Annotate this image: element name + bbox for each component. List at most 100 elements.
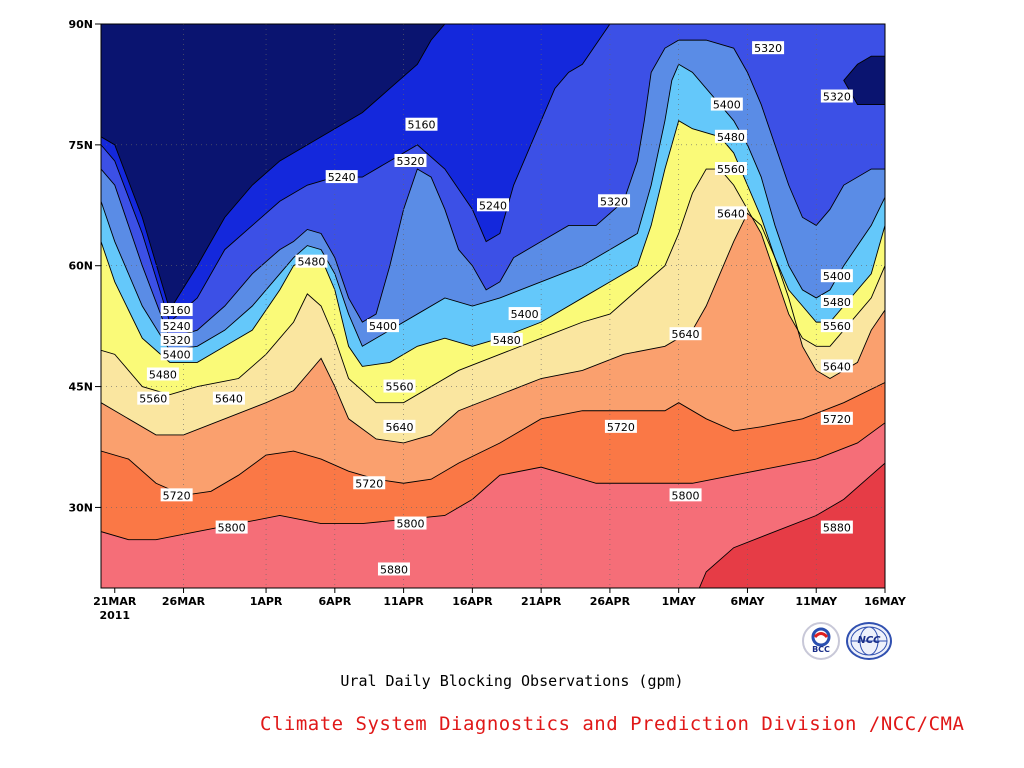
contour-line-5160: [843, 55, 885, 106]
credit-text: Climate System Diagnostics and Predictio…: [260, 713, 965, 735]
contour-label: 5800: [218, 522, 246, 535]
contour-label: 5800: [396, 518, 424, 531]
contour-label-bg: [714, 206, 747, 220]
x-tick-label: 11APR: [383, 595, 424, 608]
contour-label: 5400: [163, 348, 191, 361]
contour-label: 5320: [823, 91, 851, 104]
contour-label-bg: [714, 129, 747, 143]
contour-label: 5160: [407, 119, 435, 132]
contour-label-bg: [160, 332, 193, 346]
x-tick-label: 6MAY: [730, 595, 765, 608]
contour-label: 5320: [600, 195, 628, 208]
x-tick-label: 26MAR: [162, 595, 206, 608]
contour-label: 5640: [672, 328, 700, 341]
plot-frame: [100, 23, 886, 589]
contour-label: 5240: [328, 171, 356, 184]
contour-fills: [101, 24, 885, 588]
contour-label: 5640: [823, 360, 851, 373]
contour-label: 5720: [163, 489, 191, 502]
contour-label-bg: [508, 307, 541, 321]
contour-label: 5560: [823, 320, 851, 333]
bcc-logo: BCC: [802, 622, 840, 660]
contour-label: 5160: [163, 304, 191, 317]
contour-label-bg: [820, 89, 853, 103]
contour-label-bg: [394, 516, 427, 530]
contour-label: 5640: [717, 207, 745, 220]
x-tick-label: 26APR: [590, 595, 631, 608]
x-year-label: 2011: [99, 609, 130, 622]
contour-label: 5560: [139, 393, 167, 406]
contour-label-bg: [820, 520, 853, 534]
bcc-emblem-icon: [811, 627, 831, 647]
chart-title: Ural Daily Blocking Observations (gpm): [340, 672, 684, 690]
fill-band-5880: [699, 463, 885, 588]
x-tick-label: 16MAY: [864, 595, 907, 608]
contour-label: 5480: [823, 296, 851, 309]
contour-line-5880: [698, 462, 885, 588]
y-tick-label: 60N: [68, 260, 93, 273]
contour-label-bg: [710, 97, 743, 111]
contour-label-bg: [146, 367, 179, 381]
contour-label-bg: [394, 153, 427, 167]
contour-label-bg: [752, 41, 785, 55]
ncc-logo: NCC: [846, 622, 892, 660]
x-tick-label: 21MAR: [93, 595, 137, 608]
contour-label-bg: [383, 419, 416, 433]
globe-icon: [850, 626, 888, 656]
contour-label-bg: [160, 303, 193, 317]
y-tick-label: 75N: [68, 139, 93, 152]
y-tick-label: 45N: [68, 381, 93, 394]
contour-label-bg: [714, 162, 747, 176]
contour-label-bg: [490, 332, 523, 346]
contour-label: 5400: [511, 308, 539, 321]
contour-label: 5880: [823, 522, 851, 535]
contour-label-bg: [325, 170, 358, 184]
contour-line-5160: [101, 24, 446, 312]
contour-label: 5560: [385, 381, 413, 394]
contour-label-bg: [405, 117, 438, 131]
contour-label-bg: [669, 327, 702, 341]
contour-label: 5400: [713, 99, 741, 112]
x-tick-label: 11MAY: [795, 595, 838, 608]
contour-label-bg: [160, 319, 193, 333]
contour-label-bg: [295, 254, 328, 268]
contour-label-bg: [366, 319, 399, 333]
contour-label-bg: [353, 476, 386, 490]
contour-label-bg: [820, 359, 853, 373]
contour-label: 5720: [607, 421, 635, 434]
contour-label-bg: [820, 411, 853, 425]
contour-label: 5320: [163, 334, 191, 347]
contour-label-bg: [820, 319, 853, 333]
contour-label-bg: [377, 562, 410, 576]
contour-label-bg: [598, 194, 631, 208]
contour-line-5480: [101, 120, 885, 367]
contour-line-5320: [101, 39, 885, 339]
axes: 30N 45N 60N 75N 90N 21MAR 26MAR 1APR 6APR 11APR 16…: [68, 18, 906, 622]
contour-label-bg: [137, 391, 170, 405]
contour-label-bg: [160, 347, 193, 361]
contour-line-5640: [101, 212, 885, 444]
contour-label-bg: [820, 294, 853, 308]
contour-label-bg: [669, 488, 702, 502]
contour-label: 5320: [396, 155, 424, 168]
contour-label-bg: [604, 419, 637, 433]
x-tick-label: 1APR: [250, 595, 283, 608]
contour-label-bg: [383, 379, 416, 393]
contour-label: 5240: [163, 320, 191, 333]
x-tick-label: 6APR: [318, 595, 351, 608]
y-tick-label: 30N: [68, 501, 93, 514]
contour-label: 5640: [215, 393, 243, 406]
contour-label: 5400: [369, 320, 397, 333]
contour-label-bg: [212, 391, 245, 405]
ncc-logo-text: NCC: [857, 635, 881, 646]
y-tick-label: 90N: [68, 18, 93, 31]
contour-label: 5720: [823, 413, 851, 426]
contour-line-5240: [101, 24, 611, 323]
contour-label-bg: [477, 198, 509, 212]
contour-label: 5480: [297, 256, 325, 269]
contour-label: 5320: [754, 42, 782, 55]
contour-label-bg: [160, 488, 193, 502]
contour-label: 5480: [493, 334, 521, 347]
